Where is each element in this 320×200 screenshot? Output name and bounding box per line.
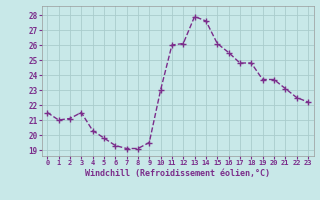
X-axis label: Windchill (Refroidissement éolien,°C): Windchill (Refroidissement éolien,°C) [85,169,270,178]
